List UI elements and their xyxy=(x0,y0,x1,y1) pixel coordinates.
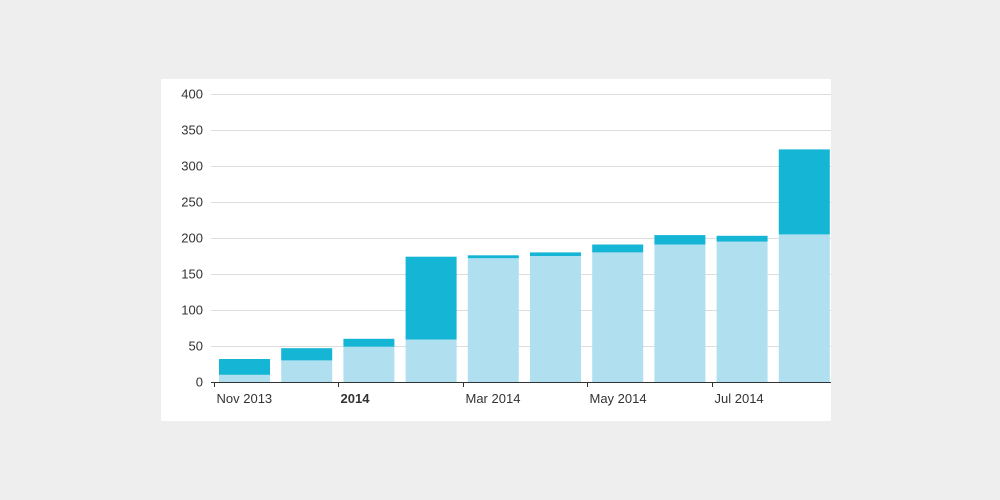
x-tick-labels: Nov 2013 2014 Mar 2014 May 2014 Jul 2014 xyxy=(217,391,764,406)
bar-2014-series-1 xyxy=(343,346,395,382)
x-tick-label-mar-2014: Mar 2014 xyxy=(466,391,521,406)
bar-nov-2013-series-2 xyxy=(219,359,270,375)
bar-apr-2014-series-1 xyxy=(530,256,581,382)
bars xyxy=(219,149,830,382)
bar-dec-2013-series-2 xyxy=(281,348,333,361)
bar-may-2014-series-2 xyxy=(592,244,644,253)
bar-may-2014-series-1 xyxy=(592,252,644,382)
y-tick-label-150: 150 xyxy=(181,267,203,282)
axes xyxy=(211,382,831,387)
bar-mar-2014-series-2 xyxy=(467,255,519,259)
y-tick-label-250: 250 xyxy=(181,195,203,210)
bar-dec-2013-series-1 xyxy=(281,360,333,382)
y-tick-label-50: 50 xyxy=(189,339,203,354)
bar-feb-2014-series-1 xyxy=(405,339,457,382)
y-tick-label-0: 0 xyxy=(196,375,203,390)
bar-jul-2014-series-1 xyxy=(716,241,768,382)
chart-card: 0 50 100 150 200 250 300 350 400 Nov 2013 2014 Mar… xyxy=(161,79,831,421)
x-tick-label-nov-2013: Nov 2013 xyxy=(217,391,273,406)
bar-feb-2014-series-2 xyxy=(405,256,457,340)
y-tick-label-100: 100 xyxy=(181,303,203,318)
bar-apr-2014-series-2 xyxy=(530,252,581,256)
bar-nov-2013-series-1 xyxy=(219,374,270,382)
y-tick-labels: 0 50 100 150 200 250 300 350 400 xyxy=(181,87,203,390)
y-tick-label-400: 400 xyxy=(181,87,203,102)
bar-jul-2014-series-2 xyxy=(716,235,768,242)
y-tick-label-300: 300 xyxy=(181,159,203,174)
y-tick-label-350: 350 xyxy=(181,123,203,138)
x-tick-label-2014: 2014 xyxy=(341,391,371,406)
stacked-bar-chart: 0 50 100 150 200 250 300 350 400 Nov 2013 2014 Mar… xyxy=(181,87,831,406)
x-tick-label-may-2014: May 2014 xyxy=(590,391,647,406)
bar-aug-2014-series-2 xyxy=(778,149,830,235)
bar-mar-2014-series-1 xyxy=(467,258,519,382)
bar-aug-2014-series-1 xyxy=(778,234,830,382)
bar-2014-series-2 xyxy=(343,338,395,347)
bar-jun-2014-series-2 xyxy=(654,235,706,245)
gridlines xyxy=(211,94,831,347)
bar-jun-2014-series-1 xyxy=(654,244,706,382)
x-tick-label-jul-2014: Jul 2014 xyxy=(715,391,764,406)
y-tick-label-200: 200 xyxy=(181,231,203,246)
